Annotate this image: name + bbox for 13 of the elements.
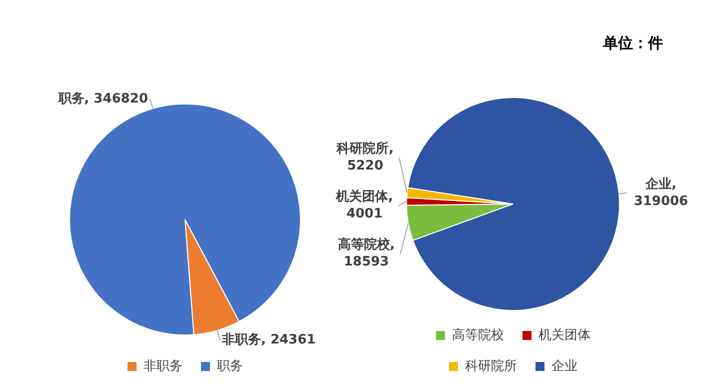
data-label: 机关团体, 4001 [335,188,394,222]
legend-label: 企业 [552,358,578,374]
data-label: 高等院校, 18593 [338,236,395,270]
text: 单位：件 [603,34,663,53]
legend-label: 高等院校 [452,326,504,343]
legend-label: 科研院所 [465,358,517,374]
legend-label: 机关团体 [538,328,590,343]
data-label: 职务, 346820 [57,91,148,106]
data-label: 非职务, 24361 [220,332,316,348]
data-label: 企业, 319006 [634,176,688,209]
legend-label: 非职务 [144,358,182,374]
data-label: 科研院所, 5220 [336,140,394,174]
legend-label: 职务 [217,358,243,374]
